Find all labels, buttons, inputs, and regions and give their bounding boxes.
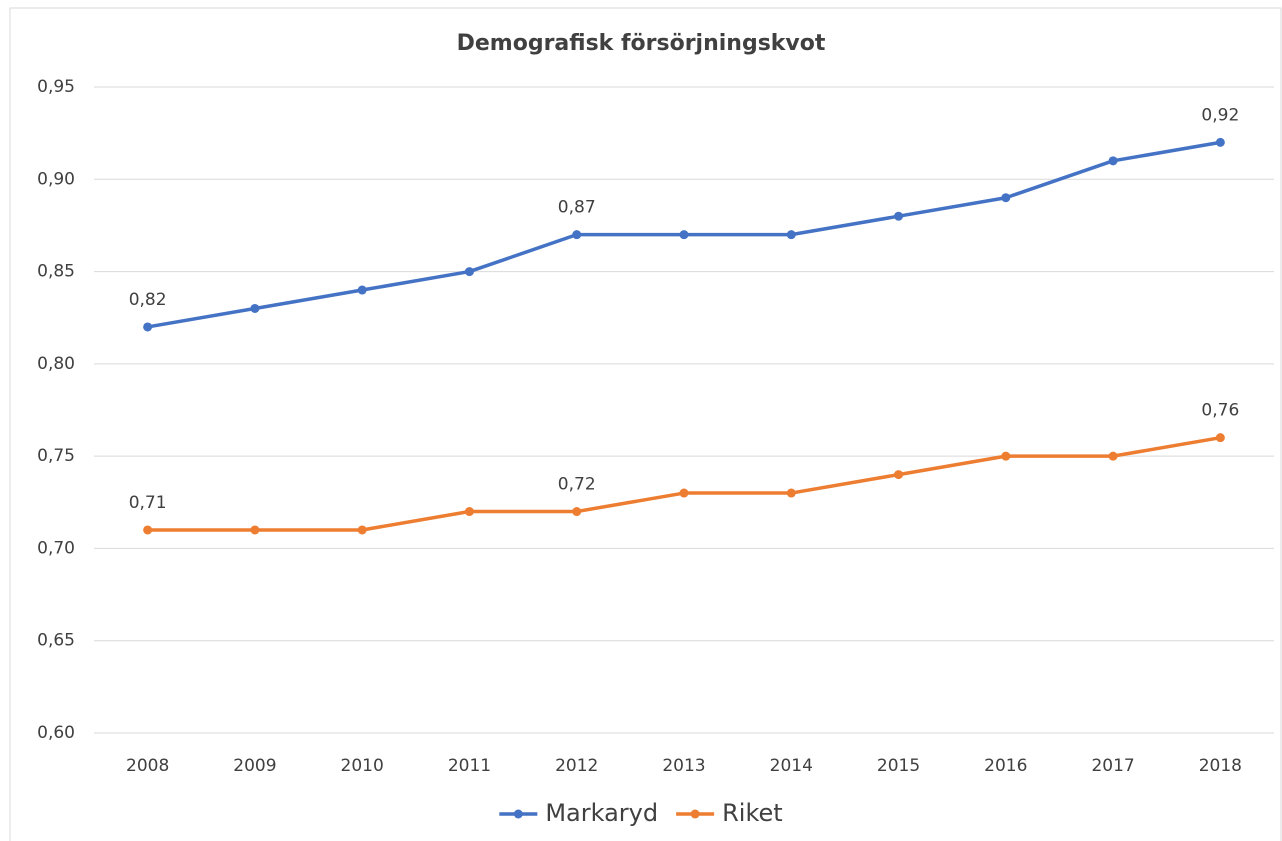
data-point — [572, 230, 582, 240]
data-point — [1108, 156, 1118, 166]
x-tick-label: 2011 — [448, 756, 491, 776]
x-tick-label: 2015 — [877, 756, 920, 776]
x-tick-label: 2008 — [126, 756, 169, 776]
x-tick-label: 2017 — [1091, 756, 1134, 776]
data-point — [357, 525, 367, 535]
y-tick-label: 0,80 — [37, 354, 75, 374]
y-tick-label: 0,90 — [37, 169, 75, 189]
y-tick-label: 0,95 — [37, 77, 75, 97]
data-point — [1001, 451, 1011, 461]
legend-label: Riket — [722, 799, 783, 827]
y-tick-label: 0,65 — [37, 631, 75, 651]
y-tick-label: 0,60 — [37, 723, 75, 743]
data-label: 0,82 — [129, 290, 167, 310]
data-point — [464, 267, 474, 277]
x-tick-label: 2013 — [662, 756, 705, 776]
data-point — [1108, 451, 1118, 461]
x-tick-label: 2009 — [233, 756, 276, 776]
data-point — [357, 285, 367, 295]
x-tick-label: 2014 — [770, 756, 813, 776]
y-tick-label: 0,70 — [37, 538, 75, 558]
data-point — [679, 488, 689, 498]
legend-marker — [690, 809, 700, 819]
y-tick-label: 0,85 — [37, 262, 75, 282]
data-label: 0,72 — [558, 475, 596, 495]
data-point — [894, 470, 904, 480]
data-label: 0,92 — [1201, 105, 1239, 125]
legend-label: Markaryd — [545, 799, 658, 827]
x-tick-label: 2016 — [984, 756, 1027, 776]
x-tick-label: 2012 — [555, 756, 598, 776]
data-point — [1215, 137, 1225, 147]
y-tick-label: 0,75 — [37, 446, 75, 466]
data-label: 0,76 — [1201, 401, 1239, 421]
data-label: 0,71 — [129, 493, 167, 513]
data-point — [679, 230, 689, 240]
data-point — [894, 211, 904, 221]
data-point — [786, 230, 796, 240]
data-point — [464, 507, 474, 517]
data-point — [250, 303, 260, 313]
chart-title: Demografisk försörjningskvot — [457, 31, 826, 56]
data-point — [143, 525, 153, 535]
chart-frame — [9, 7, 1282, 841]
data-point — [786, 488, 796, 498]
x-tick-label: 2018 — [1199, 756, 1242, 776]
data-label: 0,87 — [558, 198, 596, 218]
x-tick-label: 2010 — [341, 756, 384, 776]
data-point — [250, 525, 260, 535]
legend-marker — [513, 809, 523, 819]
data-point — [572, 507, 582, 517]
data-point — [1215, 433, 1225, 443]
data-point — [1001, 193, 1011, 203]
data-point — [143, 322, 153, 332]
